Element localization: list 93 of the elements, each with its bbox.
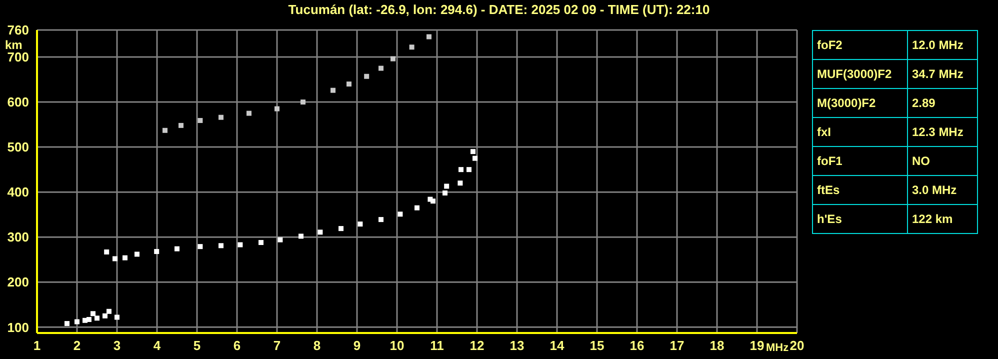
y-tick-label: 100 (7, 320, 29, 335)
point (378, 217, 384, 222)
point (64, 321, 70, 326)
point (442, 190, 448, 196)
point (318, 230, 323, 235)
point (162, 128, 168, 133)
point (238, 242, 243, 248)
x-tick-label: 15 (590, 338, 604, 354)
point (358, 222, 363, 227)
point (390, 56, 396, 62)
text: foF1 (812, 146, 908, 176)
point (218, 243, 224, 248)
x-tick-label: 5 (193, 338, 201, 354)
point (458, 167, 464, 172)
y-tick-label: 300 (7, 230, 29, 245)
point (218, 114, 224, 120)
point (198, 244, 203, 250)
chart-title: Tucumán (lat: -26.9, lon: 294.6) - DATE: 2025 02 09 - TIME (UT): 22:10 (287, 2, 711, 17)
x-axis-title: MHz (766, 342, 789, 354)
x-tick-label: 6 (233, 338, 241, 354)
point (178, 122, 184, 128)
x-tick-label: 4 (153, 338, 162, 354)
point (378, 66, 384, 71)
x-tick-label: 2 (73, 338, 81, 354)
point (364, 74, 370, 79)
point (94, 316, 100, 321)
y-axis-title: km (5, 38, 22, 52)
x-tick-label: 7 (273, 338, 281, 354)
point (274, 106, 280, 112)
y-tick-label: 700 (7, 50, 29, 65)
point (174, 246, 180, 252)
point (409, 44, 414, 50)
x-tick-label: 3 (113, 338, 121, 354)
point (104, 249, 110, 254)
point (458, 180, 463, 186)
text: 12.3 MHz (908, 118, 978, 146)
point (330, 88, 336, 93)
text: 2.89 (908, 88, 978, 118)
x-tick-label: 11 (430, 338, 444, 354)
point (114, 314, 120, 320)
text: M(3000)F2 (812, 88, 908, 118)
x-tick-label: 10 (390, 338, 404, 354)
point (472, 156, 478, 161)
point (430, 198, 436, 204)
point (444, 184, 450, 189)
x-tick-label: 16 (630, 338, 644, 354)
text: NO (908, 146, 978, 176)
text: foF2 (812, 30, 908, 60)
text: fxI (812, 118, 908, 146)
x-tick-label: 14 (550, 338, 565, 354)
point (258, 240, 264, 246)
y-tick-label: 500 (7, 140, 29, 155)
point (298, 234, 304, 239)
point (122, 255, 128, 260)
y-tick-label: 760 (7, 22, 29, 38)
x-tick-label: 19 (750, 338, 764, 354)
x-tick-label: 17 (670, 338, 684, 354)
x-tick-label: 20 (790, 338, 804, 354)
text: 3.0 MHz (908, 176, 978, 204)
point (338, 226, 344, 232)
point (74, 319, 80, 324)
point (470, 149, 476, 154)
point (102, 313, 108, 318)
point (112, 256, 118, 262)
point (278, 237, 283, 242)
x-tick-label: 1 (33, 338, 41, 354)
x-tick-label: 8 (313, 338, 321, 354)
text: 12.0 MHz (908, 30, 978, 60)
x-tick-label: 13 (510, 338, 524, 354)
y-tick-label: 400 (7, 184, 29, 200)
y-tick-label: 600 (7, 94, 29, 110)
text: 122 km (908, 204, 978, 234)
point (154, 249, 160, 254)
point (414, 205, 420, 210)
point (106, 308, 112, 314)
text: ftEs (812, 176, 908, 204)
point (398, 212, 403, 217)
point (466, 167, 472, 172)
text: h'Es (812, 204, 908, 234)
point (246, 110, 252, 116)
x-tick-label: 18 (710, 338, 724, 354)
text: MUF(3000)F2 (812, 60, 908, 88)
point (300, 100, 306, 105)
text: 34.7 MHz (908, 60, 978, 88)
point (86, 316, 92, 322)
point (134, 252, 140, 257)
point (198, 118, 203, 123)
point (90, 311, 96, 316)
x-tick-label: 9 (353, 338, 361, 354)
x-tick-label: 12 (470, 338, 484, 354)
y-tick-label: 200 (7, 274, 29, 290)
point (346, 82, 352, 87)
point (426, 34, 432, 40)
